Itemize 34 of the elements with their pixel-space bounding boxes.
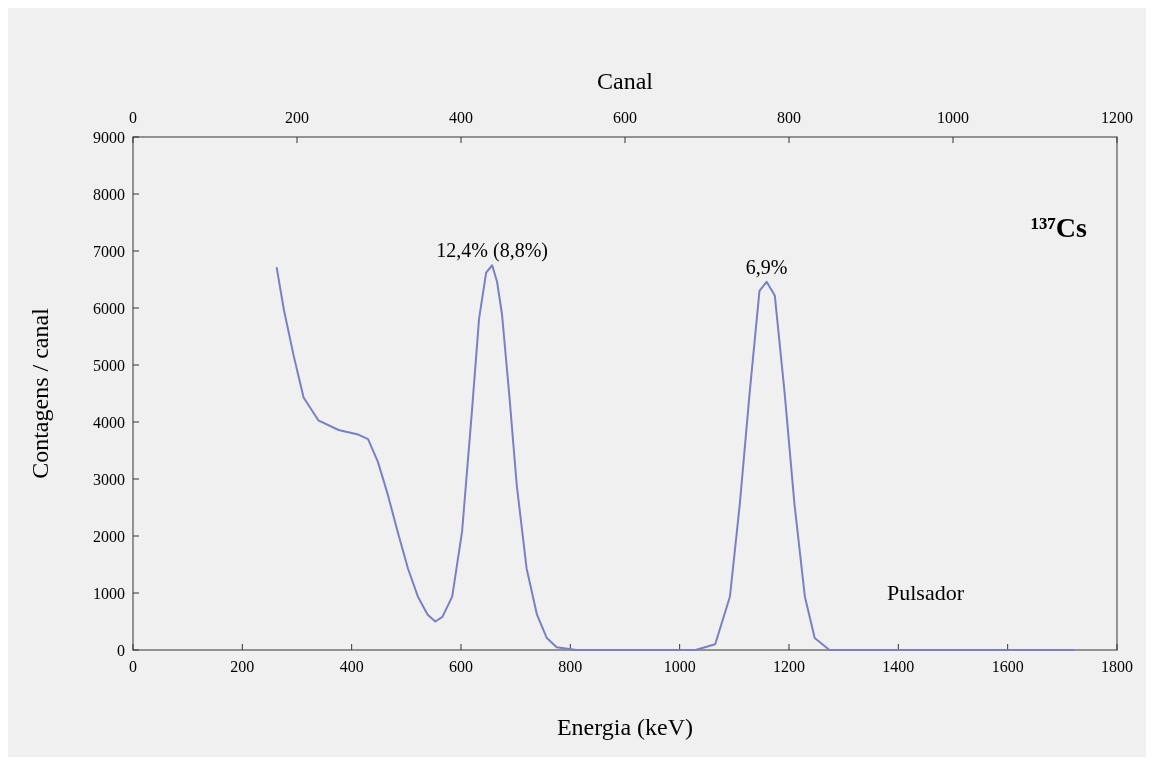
y-tick-label: 6000 bbox=[93, 299, 125, 317]
y-tick-label: 4000 bbox=[93, 413, 125, 431]
y-tick-label: 7000 bbox=[93, 242, 125, 260]
x2-tick-label: 800 bbox=[777, 109, 801, 126]
annotation: Pulsador bbox=[887, 580, 965, 605]
x-tick-label: 1800 bbox=[1101, 658, 1133, 675]
x-tick-label: 1200 bbox=[773, 658, 805, 675]
y-tick-label: 1000 bbox=[93, 584, 125, 602]
x-tick-label: 1600 bbox=[991, 658, 1024, 675]
x2-tick-label: 600 bbox=[613, 109, 637, 126]
x-tick-label: 1400 bbox=[882, 658, 915, 675]
annotation: 6,9% bbox=[745, 255, 788, 278]
x-tick-label: 0 bbox=[129, 658, 137, 675]
y-tick-label: 9000 bbox=[93, 128, 125, 146]
x2-tick-label: 200 bbox=[285, 109, 309, 126]
x-tick-label: 400 bbox=[339, 658, 364, 675]
y-tick-label: 5000 bbox=[93, 356, 125, 374]
y-tick-label: 2000 bbox=[93, 527, 125, 545]
y-tick-label: 0 bbox=[117, 641, 125, 659]
y-tick-label: 8000 bbox=[93, 185, 125, 203]
annotation: 12,4% (8,8%) bbox=[436, 239, 548, 263]
x2-tick-label: 0 bbox=[129, 109, 137, 126]
x-tick-label: 600 bbox=[449, 658, 473, 675]
x-tick-label: 1000 bbox=[663, 658, 696, 675]
x2-tick-label: 400 bbox=[449, 109, 473, 126]
x-axis-title: Energia (keV) bbox=[556, 714, 694, 740]
x-tick-label: 800 bbox=[558, 658, 583, 675]
x-tick-label: 200 bbox=[230, 658, 255, 675]
y-tick-label: 3000 bbox=[93, 470, 125, 488]
x2-tick-label: 1000 bbox=[937, 109, 969, 126]
x2-tick-label: 1200 bbox=[1101, 109, 1133, 126]
y-axis-title: Contagens / canal bbox=[27, 307, 53, 479]
annotation: ¹³⁷Cs bbox=[1030, 212, 1088, 243]
x2-axis-title: Canal bbox=[597, 68, 654, 94]
